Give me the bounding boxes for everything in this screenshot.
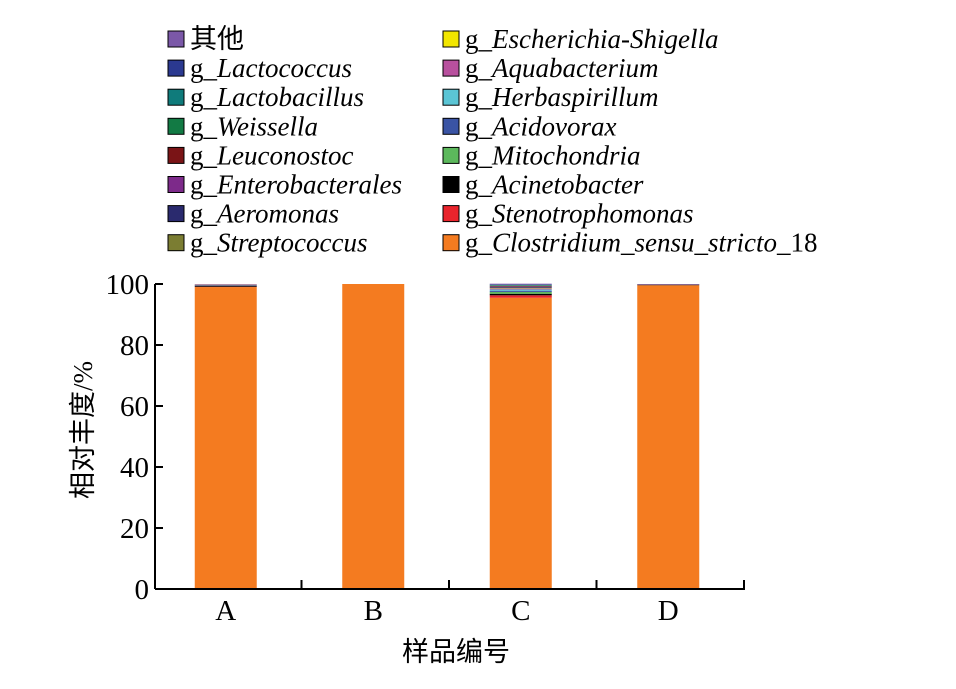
x-tick-label-B: B bbox=[364, 595, 383, 627]
y-tick-label-100: 100 bbox=[106, 269, 150, 301]
y-tick-label-0: 0 bbox=[135, 574, 150, 606]
bar-segment-C-1 bbox=[490, 295, 552, 297]
legend-swatch-1 bbox=[443, 31, 459, 47]
bar-segment-C-5 bbox=[490, 289, 552, 290]
bar-segment-C-3 bbox=[490, 292, 552, 294]
legend-label-7: g_Acidovorax bbox=[465, 111, 616, 141]
bar-segment-C-15 bbox=[490, 284, 552, 285]
bar-segment-C-12 bbox=[490, 285, 552, 286]
legend-label-12: g_Aeromonas bbox=[190, 199, 339, 229]
x-tick-label-D: D bbox=[658, 595, 679, 627]
legend-swatch-7 bbox=[443, 118, 459, 134]
legend-swatch-0 bbox=[168, 31, 184, 47]
legend-label-6: g_Weissella bbox=[190, 111, 318, 141]
x-tick-label-C: C bbox=[511, 595, 530, 627]
legend-label-1: g_Escherichia-Shigella bbox=[465, 24, 718, 54]
bar-segment-C-6 bbox=[490, 289, 552, 290]
legend-swatch-14 bbox=[168, 235, 184, 251]
bar-segment-C-4 bbox=[490, 291, 552, 292]
legend-swatch-10 bbox=[168, 177, 184, 193]
bars bbox=[195, 284, 700, 589]
bar-segment-C-8 bbox=[490, 288, 552, 289]
legend-label-0: 其他 bbox=[190, 24, 244, 54]
bar-segment-A-0 bbox=[195, 287, 257, 589]
x-tick-label-A: A bbox=[215, 595, 236, 627]
legend-label-3: g_Aquabacterium bbox=[465, 53, 658, 83]
legend-swatch-8 bbox=[168, 147, 184, 163]
y-axis-title: 相对丰度/% bbox=[68, 361, 98, 499]
legend-swatch-11 bbox=[443, 177, 459, 193]
y-tick-label-40: 40 bbox=[120, 452, 149, 484]
bar-segment-C-0 bbox=[490, 298, 552, 589]
legend-swatch-13 bbox=[443, 206, 459, 222]
y-tick-label-60: 60 bbox=[120, 391, 149, 423]
bar-segment-D-0 bbox=[637, 285, 699, 589]
legend-label-8: g_Leuconostoc bbox=[190, 140, 353, 170]
legend-label-10: g_Enterobacterales bbox=[190, 170, 402, 200]
legend-swatch-2 bbox=[168, 60, 184, 76]
legend-label-5: g_Herbaspirillum bbox=[465, 82, 659, 112]
y-tick-label-20: 20 bbox=[120, 513, 149, 545]
legend-swatch-9 bbox=[443, 147, 459, 163]
legend-swatch-12 bbox=[168, 206, 184, 222]
legend-label-9: g_Mitochondria bbox=[465, 140, 641, 170]
legend: 其他 g_Escherichia-Shigella g_Lactococcus g_A… bbox=[168, 24, 818, 258]
legend-label-14: g_Streptococcus bbox=[190, 228, 367, 258]
bar-segment-C-14 bbox=[490, 284, 552, 285]
legend-swatch-3 bbox=[443, 60, 459, 76]
legend-label-4: g_Lactobacillus bbox=[190, 82, 364, 112]
bar-segment-C-9 bbox=[490, 287, 552, 288]
bar-segment-A-2 bbox=[195, 286, 257, 287]
legend-swatch-4 bbox=[168, 89, 184, 105]
legend-swatch-15 bbox=[443, 235, 459, 251]
legend-label-15: g_Clostridium_sensu_stricto_18 bbox=[465, 228, 818, 258]
legend-label-13: g_Stenotrophomonas bbox=[465, 199, 694, 229]
legend-swatch-5 bbox=[443, 89, 459, 105]
legend-swatch-6 bbox=[168, 118, 184, 134]
bar-segment-C-2 bbox=[490, 294, 552, 296]
legend-label-2: g_Lactococcus bbox=[190, 53, 352, 83]
bar-segment-B-0 bbox=[342, 284, 404, 589]
x-axis-title: 样品编号 bbox=[402, 637, 510, 667]
bar-segment-C-11 bbox=[490, 286, 552, 287]
legend-label-11: g_Acinetobacter bbox=[465, 170, 644, 200]
y-tick-label-80: 80 bbox=[120, 330, 149, 362]
